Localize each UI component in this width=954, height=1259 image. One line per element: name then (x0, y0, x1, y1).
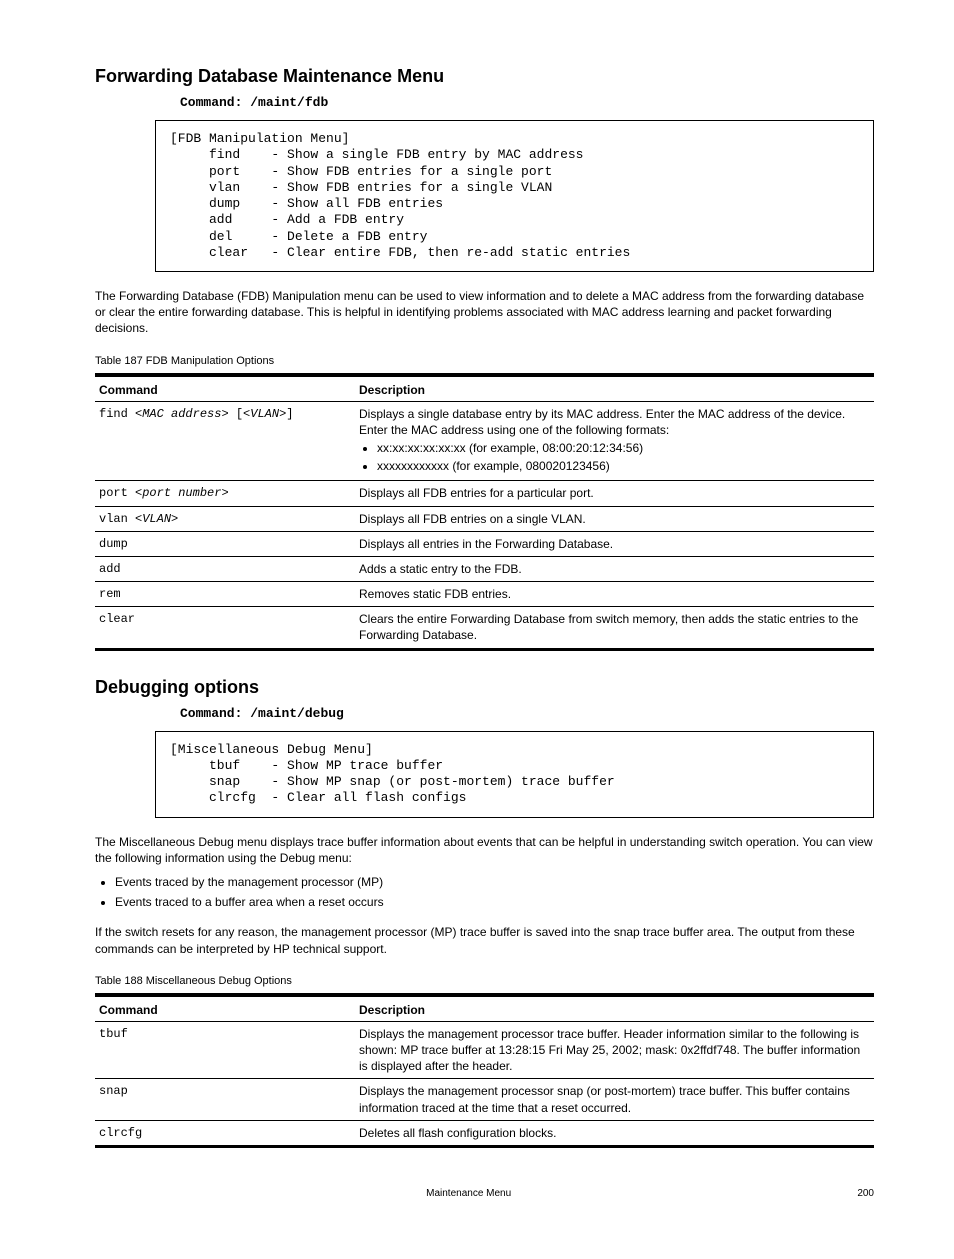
desc-cell: Deletes all flash configuration blocks. (355, 1120, 874, 1146)
command-path-fdb: Command: /maint/fdb (180, 95, 894, 110)
section-title-debug: Debugging options (95, 677, 894, 698)
cmd-cell: snap (95, 1079, 355, 1120)
bullet-item: xx:xx:xx:xx:xx:xx (for example, 08:00:20… (377, 440, 870, 456)
debug-paragraph-1: The Miscellaneous Debug menu displays tr… (95, 834, 874, 866)
debug-bullet-list: Events traced by the management processo… (95, 874, 894, 910)
desc-pre: Displays a single database entry by its … (359, 407, 845, 437)
command-path-debug: Command: /maint/debug (180, 706, 894, 721)
cmd-prefix: Command: (180, 706, 242, 721)
desc-cell: Displays the management processor trace … (355, 1021, 874, 1079)
table-caption-debug: Table 188 Miscellaneous Debug Options (95, 975, 894, 987)
col-description: Description (355, 996, 874, 1021)
desc-cell: Displays all FDB entries for a particula… (355, 481, 874, 506)
footer-right: 200 (857, 1188, 874, 1199)
cmd-cell: rem (95, 582, 355, 607)
cmd-cell: vlan <VLAN> (95, 506, 355, 531)
desc-bullets: xx:xx:xx:xx:xx:xx (for example, 08:00:20… (359, 440, 870, 474)
code-block-debug: [Miscellaneous Debug Menu] tbuf - Show M… (155, 731, 874, 818)
fdb-options-table: Command Description find <MAC address> [… (95, 373, 874, 651)
cmd-path: /maint/debug (250, 706, 344, 721)
cmd-prefix: Command: (180, 95, 242, 110)
table-row: port <port number> Displays all FDB entr… (95, 481, 874, 506)
cmd-cell: add (95, 556, 355, 581)
table-row: clrcfg Deletes all flash configuration b… (95, 1120, 874, 1146)
section-title-fdb: Forwarding Database Maintenance Menu (95, 66, 894, 87)
table-row: tbuf Displays the management processor t… (95, 1021, 874, 1079)
col-description: Description (355, 376, 874, 401)
cmd-cell: find <MAC address> [<VLAN>] (95, 401, 355, 481)
table-row: find <MAC address> [<VLAN>] Displays a s… (95, 401, 874, 481)
desc-cell: Removes static FDB entries. (355, 582, 874, 607)
desc-cell: Displays all FDB entries on a single VLA… (355, 506, 874, 531)
cmd-cell: dump (95, 531, 355, 556)
col-command: Command (95, 996, 355, 1021)
cmd-cell: tbuf (95, 1021, 355, 1079)
table-row: clear Clears the entire Forwarding Datab… (95, 607, 874, 649)
table-row: dump Displays all entries in the Forward… (95, 531, 874, 556)
debug-options-table: Command Description tbuf Displays the ma… (95, 993, 874, 1148)
bullet-item: Events traced by the management processo… (115, 874, 894, 890)
col-command: Command (95, 376, 355, 401)
table-row: snap Displays the management processor s… (95, 1079, 874, 1120)
desc-cell: Displays all entries in the Forwarding D… (355, 531, 874, 556)
table-row: vlan <VLAN> Displays all FDB entries on … (95, 506, 874, 531)
bullet-item: Events traced to a buffer area when a re… (115, 894, 894, 910)
cmd-cell: port <port number> (95, 481, 355, 506)
table-header-row: Command Description (95, 996, 874, 1021)
cmd-cell: clrcfg (95, 1120, 355, 1146)
desc-cell: Displays the management processor snap (… (355, 1079, 874, 1120)
debug-paragraph-2: If the switch resets for any reason, the… (95, 924, 874, 956)
page-footer: Maintenance Menu 200 (60, 1188, 894, 1199)
cmd-path: /maint/fdb (250, 95, 328, 110)
fdb-paragraph: The Forwarding Database (FDB) Manipulati… (95, 288, 874, 337)
table-caption-fdb: Table 187 FDB Manipulation Options (95, 355, 894, 367)
table-header-row: Command Description (95, 376, 874, 401)
desc-cell: Displays a single database entry by its … (355, 401, 874, 481)
table-row: add Adds a static entry to the FDB. (95, 556, 874, 581)
footer-center: Maintenance Menu (426, 1188, 511, 1199)
desc-cell: Clears the entire Forwarding Database fr… (355, 607, 874, 649)
table-row: rem Removes static FDB entries. (95, 582, 874, 607)
cmd-cell: clear (95, 607, 355, 649)
bullet-item: xxxxxxxxxxxx (for example, 080020123456) (377, 458, 870, 474)
desc-cell: Adds a static entry to the FDB. (355, 556, 874, 581)
code-block-fdb: [FDB Manipulation Menu] find - Show a si… (155, 120, 874, 272)
